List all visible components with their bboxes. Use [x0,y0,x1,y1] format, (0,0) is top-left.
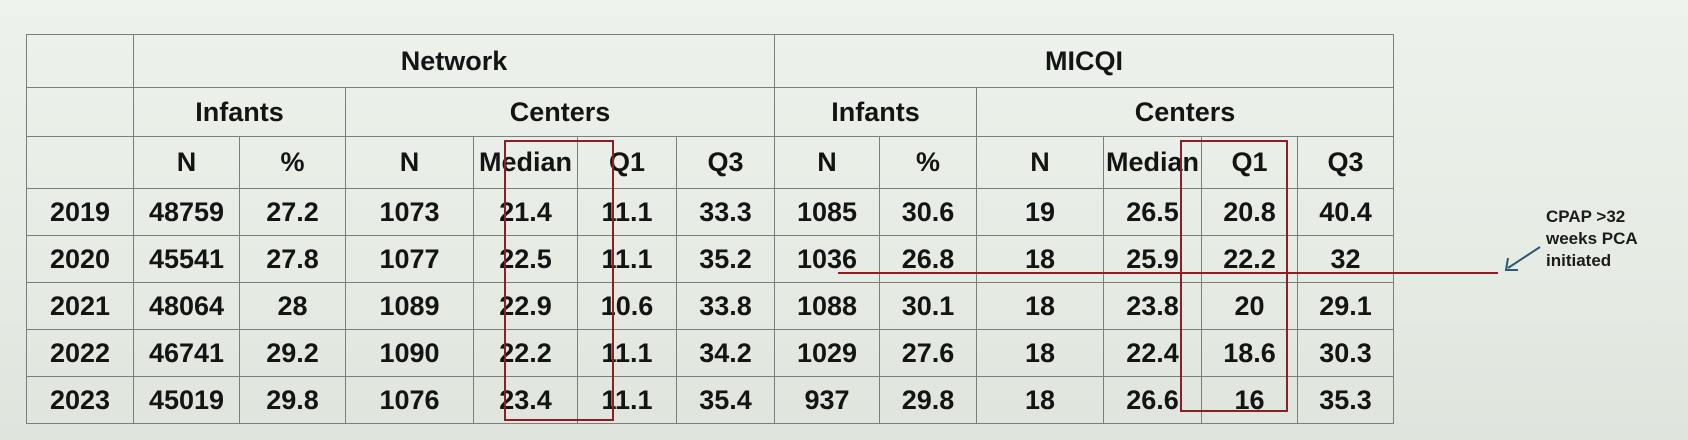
table-cell: 18 [976,329,1104,377]
corner-cell [26,34,134,88]
table-cell: 45541 [133,235,240,283]
table-cell: 46741 [133,329,240,377]
table-cell: 35.4 [676,376,775,424]
sub-header-network-centers: Centers [345,87,775,137]
column-header: % [239,136,346,189]
table-cell: 11.1 [577,188,677,236]
annotation-line: weeks PCA [1546,229,1638,248]
corner-cell [26,136,134,189]
table-cell: 1085 [774,188,880,236]
column-header: Q3 [1297,136,1394,189]
table-cell: 26.6 [1103,376,1202,424]
table-cell: 22.2 [473,329,578,377]
year-cell: 2021 [26,282,134,330]
table-cell: 1077 [345,235,474,283]
table-cell: 18 [976,235,1104,283]
column-header: Median [1103,136,1202,189]
table-row: 2020 45541 27.8 1077 22.5 11.1 35.2 1036… [26,235,1394,283]
group-header-micqi: MICQI [774,34,1394,88]
table-cell: 18.6 [1201,329,1298,377]
table-cell: 20 [1201,282,1298,330]
table-cell: 18 [976,282,1104,330]
column-header: % [879,136,977,189]
table-cell: 937 [774,376,880,424]
table-cell: 32 [1297,235,1394,283]
table-cell: 33.8 [676,282,775,330]
table-cell: 45019 [133,376,240,424]
arrow-icon [1504,246,1541,271]
table-cell: 23.8 [1103,282,1202,330]
year-cell: 2023 [26,376,134,424]
year-cell: 2019 [26,188,134,236]
table-cell: 40.4 [1297,188,1394,236]
table-cell: 48759 [133,188,240,236]
corner-cell [26,87,134,137]
table-cell: 33.3 [676,188,775,236]
table-cell: 26.8 [879,235,977,283]
table-cell: 25.9 [1103,235,1202,283]
column-header: Q1 [1201,136,1298,189]
table-cell: 1088 [774,282,880,330]
table-row: 2023 45019 29.8 1076 23.4 11.1 35.4 937 … [26,376,1394,424]
table-cell: 11.1 [577,235,677,283]
table-cell: 20.8 [1201,188,1298,236]
table-cell: 30.1 [879,282,977,330]
table-cell: 1076 [345,376,474,424]
table-cell: 1089 [345,282,474,330]
table-row: 2022 46741 29.2 1090 22.2 11.1 34.2 1029… [26,329,1394,377]
table-cell: 22.4 [1103,329,1202,377]
initiation-line [838,272,1498,274]
table-cell: 22.5 [473,235,578,283]
table-cell: 35.2 [676,235,775,283]
column-header: N [345,136,474,189]
table-cell: 18 [976,376,1104,424]
table-row: 2021 48064 28 1089 22.9 10.6 33.8 1088 3… [26,282,1394,330]
column-header: N [774,136,880,189]
table-cell: 19 [976,188,1104,236]
sub-header-micqi-centers: Centers [976,87,1394,137]
column-header: Q1 [577,136,677,189]
table-cell: 23.4 [473,376,578,424]
table-cell: 35.3 [1297,376,1394,424]
table-cell: 28 [239,282,346,330]
sub-header-network-infants: Infants [133,87,346,137]
year-cell: 2020 [26,235,134,283]
table-cell: 21.4 [473,188,578,236]
table-cell: 27.8 [239,235,346,283]
group-header-network: Network [133,34,775,88]
table-cell: 34.2 [676,329,775,377]
table-cell: 30.3 [1297,329,1394,377]
column-header: Median [473,136,578,189]
table-cell: 1036 [774,235,880,283]
table-cell: 29.1 [1297,282,1394,330]
year-cell: 2022 [26,329,134,377]
annotation-line: CPAP >32 [1546,207,1626,226]
sub-header-micqi-infants: Infants [774,87,977,137]
table-cell: 1029 [774,329,880,377]
table-cell: 27.6 [879,329,977,377]
table-cell: 11.1 [577,376,677,424]
annotation-note: CPAP >32 weeks PCA initiated [1546,206,1686,272]
annotation-line: initiated [1546,251,1612,270]
table-cell: 30.6 [879,188,977,236]
column-header: Q3 [676,136,775,189]
table-cell: 26.5 [1103,188,1202,236]
table-cell: 16 [1201,376,1298,424]
table-cell: 29.8 [239,376,346,424]
table-cell: 22.2 [1201,235,1298,283]
table-cell: 22.9 [473,282,578,330]
table-cell: 29.8 [879,376,977,424]
cpap-data-table: Network MICQI Infants Centers Infants Ce… [26,34,1394,424]
table-cell: 27.2 [239,188,346,236]
table-cell: 1073 [345,188,474,236]
table-cell: 29.2 [239,329,346,377]
table-row: 2019 48759 27.2 1073 21.4 11.1 33.3 1085… [26,188,1394,236]
table-cell: 11.1 [577,329,677,377]
column-header: N [133,136,240,189]
table-cell: 10.6 [577,282,677,330]
table-cell: 1090 [345,329,474,377]
column-header: N [976,136,1104,189]
table-cell: 48064 [133,282,240,330]
